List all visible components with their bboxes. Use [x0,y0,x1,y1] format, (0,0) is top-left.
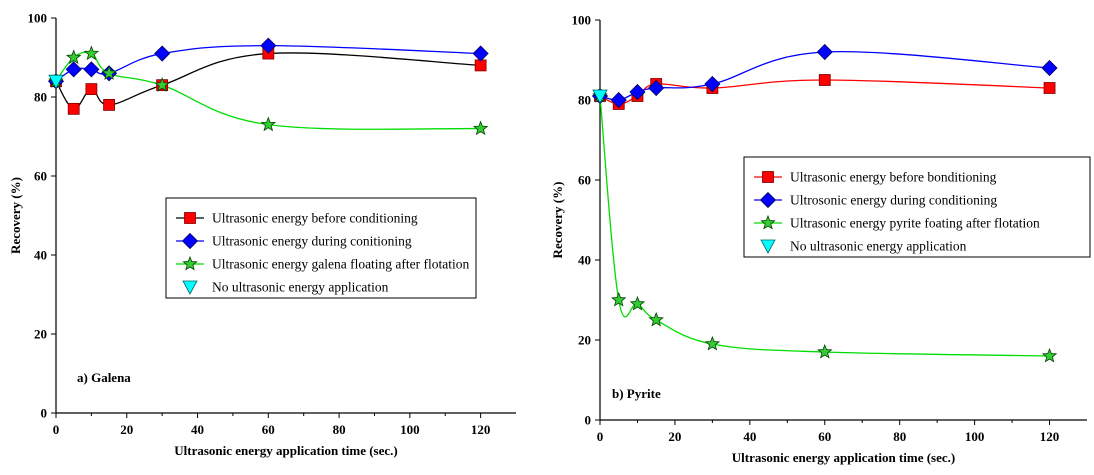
data-point [65,61,82,78]
data-point [629,295,646,311]
x-axis-title: Ultrasonic energy application time (sec.… [732,450,955,465]
x-tick-label: 120 [1040,429,1060,444]
x-tick-label: 40 [743,429,756,444]
chart-pyrite: 0 20 40 60 80 100 0 20 40 60 80 100 120 Ultrasonic en… [550,13,1091,465]
data-point [65,49,82,65]
y-tick-label: 0 [585,413,592,428]
series-markers-2 [48,45,489,136]
data-point [817,343,833,359]
data-point [818,74,831,86]
x-tick-label: 100 [965,429,985,444]
data-point [648,311,664,327]
x-tick-label: 20 [668,429,681,444]
legend-marker [182,280,198,295]
data-point [101,65,117,80]
series-markers-3 [592,89,608,104]
legend-marker [759,191,777,209]
x-tick-label: 120 [471,422,491,437]
legend-entry: Ultrasonic energy pyrite foating after f… [790,216,1040,231]
y-tick-label: 20 [578,333,591,348]
data-point [816,43,833,61]
series-markers-3 [48,74,64,90]
x-tick-label: 80 [893,429,906,444]
series-markers-1 [47,37,489,90]
y-axis-title: Recovery (%) [8,177,23,254]
y-tick-label: 0 [41,406,48,421]
data-point [472,45,489,62]
data-point [1041,59,1058,77]
y-tick-label: 60 [578,173,591,188]
panel-label: a) Galena [77,370,131,385]
data-point [260,116,277,132]
data-point [472,120,489,136]
y-tick-label: 60 [34,169,47,184]
legend-marker [762,171,774,183]
y-tick-label: 40 [34,248,47,263]
legend-box [165,197,477,299]
legend-marker [760,239,776,254]
legend-marker [760,214,776,230]
x-tick-label: 60 [262,422,275,437]
x-tick-label: 100 [400,422,420,437]
data-point [610,91,627,109]
legend-entry: Ultrasonic energy before conditioning [212,211,418,226]
legend-entry: Ultrasonic energy galena floating after … [212,257,470,272]
x-tick-label: 20 [120,422,133,437]
legend-entry: Ultrosonic energy during conditioning [790,193,997,208]
y-tick-label: 80 [578,93,591,108]
data-point [67,102,80,115]
data-point [83,45,100,61]
legend-entry: Ultrasonic energy during conitioning [212,234,412,249]
legend-entry: Ultrasonic energy before bonditioning [790,170,997,185]
y-tick-label: 40 [578,253,591,268]
legend-entry: No ultrasonic energy application [790,239,967,254]
data-point [629,83,646,101]
y-tick-label: 100 [572,13,592,28]
x-tick-label: 40 [191,422,204,437]
data-point [592,89,608,104]
data-point [611,291,627,307]
y-axis-title: Recovery (%) [550,182,565,259]
data-point [704,75,721,93]
y-tick-label: 80 [34,90,47,105]
series-markers-0 [50,47,487,115]
data-point [154,45,171,62]
x-tick-label: 60 [818,429,831,444]
series-markers-0 [594,74,1056,110]
legend-marker [182,255,198,271]
y-tick-label: 20 [34,327,47,342]
data-point [83,61,100,78]
data-point [1043,82,1056,94]
series-line-0 [55,52,481,110]
x-tick-label: 0 [53,422,60,437]
data-point [260,37,277,54]
data-point [1041,347,1058,363]
x-tick-label: 80 [333,422,346,437]
chart-galena: 0 20 40 60 80 100 0 20 40 60 80 100 120 Ultrasonic en… [8,11,516,458]
y-tick-label: 100 [28,11,48,26]
x-tick-label: 0 [597,429,604,444]
legend-box [743,156,1091,258]
data-point [154,77,170,92]
legend-marker [184,212,196,224]
panel-label: b) Pyrite [612,386,661,401]
data-point [103,99,115,111]
data-point [85,83,98,95]
data-point [648,79,665,97]
x-axis-title: Ultrasonic energy application time (sec.… [174,443,397,458]
data-point [48,74,64,90]
legend-marker [181,232,199,250]
legend-entry: No ultrasonic energy application [212,280,389,295]
data-point [704,335,721,351]
